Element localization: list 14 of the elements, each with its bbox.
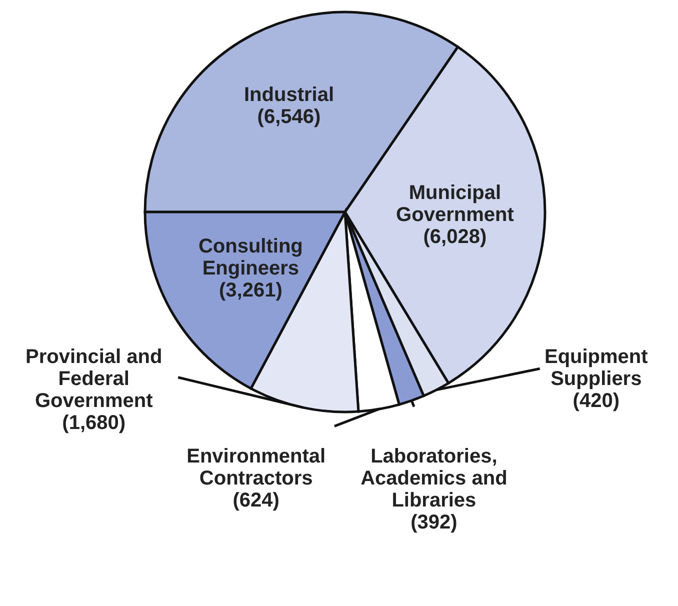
data-label: (624) bbox=[232, 489, 280, 512]
slice-label: Laboratories, Academics and Libraries bbox=[360, 445, 508, 512]
slice-label: Provincial and Federal Government bbox=[25, 346, 162, 412]
slice-label: Municipal Government bbox=[396, 182, 514, 226]
data-label: (6,028) bbox=[423, 226, 487, 248]
slice-label: Equipment Suppliers bbox=[544, 346, 648, 390]
data-label: (392) bbox=[410, 511, 458, 534]
slice-label: Consulting Engineers bbox=[198, 236, 303, 280]
slice-label: Industrial bbox=[244, 84, 334, 106]
data-label: (420) bbox=[572, 390, 620, 412]
data-label: (3,261) bbox=[219, 280, 282, 302]
slice-label: Environmental Contractors bbox=[186, 445, 326, 490]
data-label: (1,680) bbox=[62, 412, 126, 434]
data-label: (6,546) bbox=[257, 106, 321, 128]
